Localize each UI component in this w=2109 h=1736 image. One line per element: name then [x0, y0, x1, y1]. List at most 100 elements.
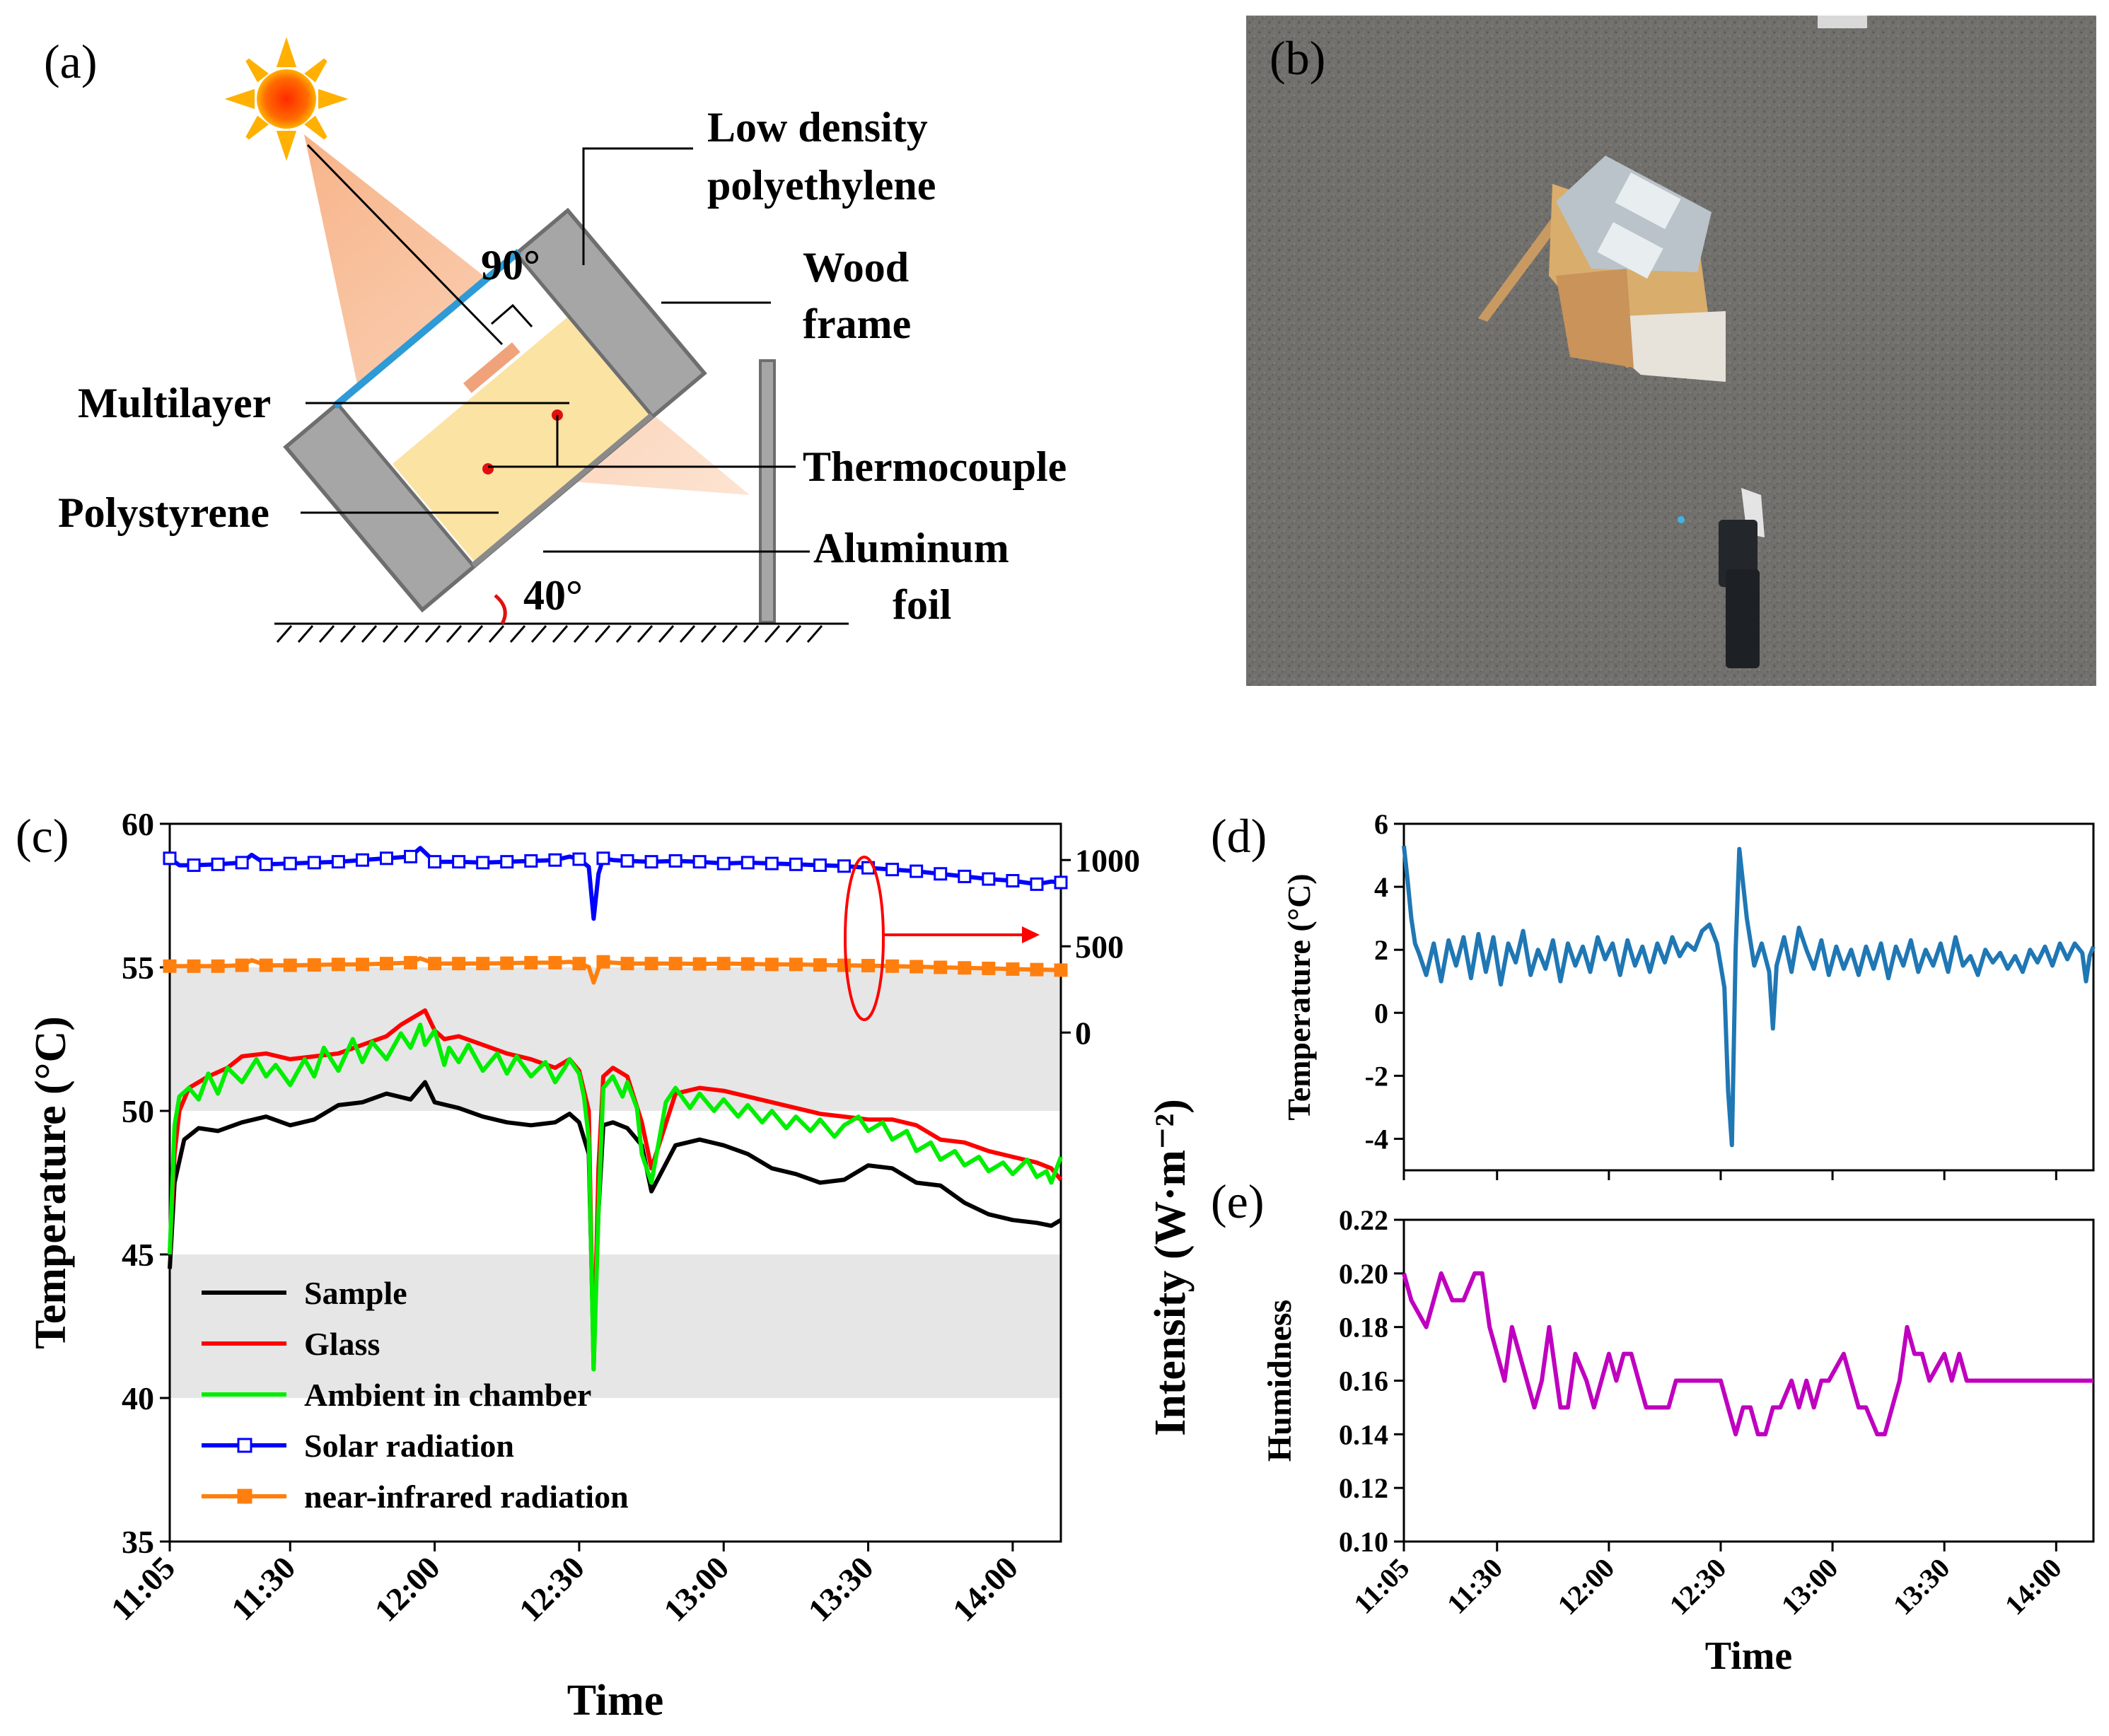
thermocouple-point-2	[482, 463, 494, 474]
y2-axis-title: Intensity (W·m⁻²)	[1146, 1099, 1195, 1436]
y-axis-title: Humidness	[1261, 1300, 1298, 1462]
aluminum-label-line2: foil	[893, 581, 951, 628]
series-marker	[692, 855, 707, 869]
series-marker	[307, 856, 321, 870]
y-axis-title: Temperature (°C)	[27, 1016, 75, 1349]
series-marker	[331, 855, 345, 869]
y2-tick-label: 1000	[1075, 842, 1140, 878]
legend-label: Ambient in chamber	[304, 1377, 591, 1413]
ground-hatch	[318, 625, 335, 643]
wood-label-line2: frame	[803, 301, 911, 347]
ldpe-label-line2: polyethylene	[707, 162, 936, 209]
support-post	[759, 359, 776, 624]
series-marker	[524, 955, 538, 969]
solar-box	[283, 207, 776, 624]
series-marker	[500, 956, 514, 970]
series-marker	[934, 867, 948, 881]
series-marker	[331, 957, 345, 972]
series-marker	[404, 955, 418, 969]
series-marker	[885, 959, 900, 973]
angle-40-label: 40°	[523, 572, 583, 619]
series-line-solar-radiation	[168, 846, 1062, 921]
x-tick-label: 11:30	[224, 1549, 302, 1627]
plot-frame	[168, 822, 1062, 1543]
series-marker	[259, 857, 273, 871]
series-marker	[620, 957, 634, 971]
ground-hatch	[721, 625, 738, 643]
ground-hatch	[700, 625, 717, 643]
x-tick-label: 11:05	[1347, 1552, 1415, 1620]
series-marker	[789, 857, 803, 871]
x-tick-label: 13:00	[656, 1549, 736, 1629]
wood-frame-left	[283, 401, 477, 612]
plot-frame	[1402, 822, 2095, 1172]
angle-90-label: 90°	[481, 242, 540, 289]
series-marker	[982, 961, 996, 975]
series-marker	[572, 852, 586, 866]
series-marker	[235, 958, 249, 972]
series-marker	[668, 957, 682, 971]
ground-hatch	[594, 625, 611, 643]
chart-c: 35 40 45 50 55 60 11:05 11:30 12:00 12:30 13:00 13:…	[16, 806, 1195, 1725]
series-marker	[211, 857, 225, 871]
series-marker	[740, 856, 755, 870]
x-tick-label: 12:30	[1663, 1552, 1733, 1621]
series-marker	[813, 858, 827, 873]
aluminum-foil	[471, 413, 654, 568]
series-marker	[644, 855, 658, 869]
series-marker	[644, 957, 658, 971]
x-tick-label: 13:30	[801, 1549, 881, 1629]
ground-hatch	[530, 625, 547, 643]
chart-d: -4 -2 0 2 4 6 Temperature (°C) (d)	[1211, 808, 2096, 1180]
x-tick-label: 14:00	[946, 1549, 1025, 1629]
series-marker	[283, 958, 297, 972]
panel-a-schematic: (a)	[44, 35, 1067, 643]
ground-hatch	[637, 625, 653, 643]
series-marker	[740, 957, 755, 971]
series-marker	[982, 872, 996, 886]
series-marker	[500, 855, 514, 869]
series-marker	[452, 957, 466, 971]
panel-label: (e)	[1211, 1175, 1264, 1228]
shaded-band	[170, 967, 1061, 1111]
ground-hatch	[573, 625, 590, 643]
series-marker	[716, 957, 731, 971]
legend-label: near-infrared radiation	[304, 1479, 629, 1515]
panel-label: (c)	[16, 809, 69, 863]
wood-frame-right	[513, 208, 707, 419]
series-marker	[428, 957, 442, 971]
x-tick-label: 11:05	[104, 1549, 182, 1627]
x-axis-title: Time	[1705, 1634, 1792, 1678]
x-axis-title: Time	[567, 1677, 664, 1725]
ground-hatch	[552, 625, 569, 643]
axis-annotation-arrowhead	[1022, 926, 1040, 943]
series-marker	[620, 854, 634, 868]
y-tick-label: 55	[122, 950, 154, 986]
y-tick-label: 0.20	[1339, 1258, 1388, 1290]
series-marker	[885, 863, 900, 877]
ground-hatch	[424, 625, 441, 643]
x-tick-label: 14:00	[1999, 1552, 2068, 1621]
series-marker	[958, 869, 972, 883]
series-marker	[958, 961, 972, 975]
y-tick-label: 0.18	[1339, 1312, 1388, 1344]
ground-hatch	[276, 625, 293, 643]
y-tick-label: 0.10	[1339, 1526, 1388, 1558]
polystyrene-label: Polystyrene	[58, 489, 269, 536]
y-tick-label: 0	[1374, 997, 1388, 1029]
solar-box-photo	[1478, 156, 1726, 382]
thermocouple-label: Thermocouple	[803, 443, 1067, 490]
series-marker	[596, 955, 610, 969]
series-marker	[379, 957, 393, 971]
y-tick-label: 0.12	[1339, 1472, 1388, 1504]
legend-label: Glass	[304, 1326, 380, 1362]
series-line-glass	[168, 1008, 1063, 1372]
series-marker	[572, 957, 586, 971]
series-marker	[379, 851, 393, 866]
callout-lines	[301, 144, 810, 553]
y-tick-label: 0.14	[1339, 1418, 1388, 1450]
instrument-photo	[1678, 488, 1765, 668]
multilayer-label: Multilayer	[78, 380, 271, 426]
ground-hatch	[658, 625, 675, 643]
series-marker	[837, 958, 852, 972]
